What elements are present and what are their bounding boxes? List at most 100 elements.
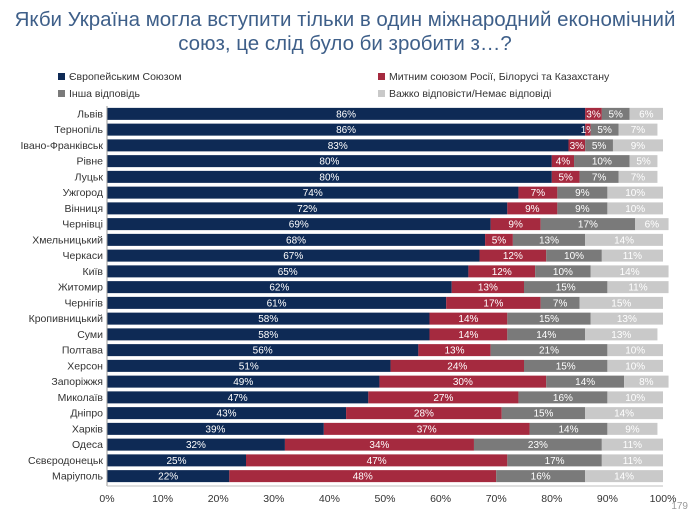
category-label: Дніпро: [70, 408, 103, 420]
bar-segment-2: [529, 422, 608, 435]
data-label-2: 14%: [536, 330, 556, 341]
data-label-2: 21%: [539, 346, 559, 357]
legend-swatch-3: [378, 90, 385, 97]
data-label-3: 10%: [625, 346, 645, 357]
bar-row: Ужгород 74% 7% 9% 10%: [63, 186, 663, 199]
bar-segment-3: [607, 281, 669, 294]
bar-segment-3: [590, 312, 663, 325]
data-label-1: 17%: [483, 298, 503, 309]
data-label-3: 10%: [625, 361, 645, 372]
data-label-2: 10%: [592, 157, 612, 168]
category-label: Рівне: [76, 156, 103, 168]
bar-row: Полтава 56% 13% 21% 10%: [62, 344, 663, 357]
data-label-0: 86%: [336, 125, 356, 136]
x-tick-label: 70%: [486, 493, 507, 505]
bar-segment-2: [524, 359, 608, 372]
bar-segment-1: [390, 359, 524, 372]
data-label-2: 10%: [553, 267, 573, 278]
bar-segment-0: [107, 407, 347, 420]
bar-segment-2: [496, 470, 586, 483]
bar-row: Маріуполь 22% 48% 16% 14%: [52, 470, 663, 483]
category-label: Луцьк: [75, 171, 104, 183]
x-tick-label: 20%: [208, 493, 229, 505]
bar-segment-3: [618, 170, 658, 183]
category-label: Сєвєродонецьк: [28, 455, 103, 467]
bar-segment-3: [612, 139, 663, 152]
bar-segment-1: [446, 296, 541, 309]
data-label-1: 3%: [586, 109, 601, 120]
bar-row: Чернігів 61% 17% 7% 15%: [64, 296, 663, 309]
bar-segment-2: [473, 438, 602, 451]
x-tick-label: 0%: [99, 493, 114, 505]
data-label-0: 56%: [253, 346, 273, 357]
bar-segment-0: [107, 312, 430, 325]
x-tick-label: 30%: [263, 493, 284, 505]
data-label-1: 30%: [453, 377, 473, 388]
data-label-0: 80%: [319, 157, 339, 168]
data-label-2: 15%: [539, 314, 559, 325]
bar-segment-1: [323, 422, 530, 435]
category-label: Полтава: [62, 345, 103, 357]
bar-segment-2: [557, 186, 608, 199]
bar-row: Харків 39% 37% 14% 9%: [72, 422, 658, 435]
data-label-1: 12%: [492, 267, 512, 278]
bar-row: Херсон 51% 24% 15% 10%: [67, 359, 663, 372]
legend: Європейським Союзом Митним союзом Росії, …: [58, 71, 610, 100]
bar-row: Вінниця 72% 9% 9% 10%: [65, 202, 663, 215]
data-label-0: 86%: [336, 109, 356, 120]
bar-segment-2: [507, 454, 602, 467]
data-label-2: 15%: [556, 361, 576, 372]
category-label: Одеса: [72, 439, 103, 451]
category-label: Суми: [77, 329, 103, 341]
data-label-0: 43%: [217, 409, 237, 420]
bar-segment-2: [579, 170, 619, 183]
bar-segment-0: [107, 344, 419, 357]
bar-row: Сєвєродонецьк 25% 47% 17% 11%: [28, 454, 663, 467]
data-label-2: 9%: [575, 188, 590, 199]
category-label: Хмельницький: [32, 234, 103, 246]
data-label-3: 7%: [631, 125, 646, 136]
bar-row: Житомир 62% 13% 15% 11%: [58, 281, 669, 294]
bar-segment-3: [601, 438, 663, 451]
legend-label-2: Інша відповідь: [69, 88, 140, 100]
bar-segment-3: [585, 470, 663, 483]
data-label-3: 10%: [625, 204, 645, 215]
data-label-3: 11%: [623, 251, 642, 262]
bar-segment-1: [485, 233, 513, 246]
data-label-3: 9%: [625, 424, 640, 435]
page-number: 179: [671, 501, 688, 512]
legend-swatch-1: [378, 73, 385, 80]
data-label-3: 14%: [614, 472, 634, 483]
bar-row: Львів 86% 3% 5% 6%: [77, 107, 663, 120]
data-label-2: 14%: [575, 377, 595, 388]
data-label-0: 83%: [328, 141, 348, 152]
bar-segment-3: [607, 422, 658, 435]
bar-segment-0: [107, 438, 285, 451]
legend-swatch-0: [58, 73, 65, 80]
data-label-1: 4%: [556, 157, 571, 168]
category-label: Харків: [72, 423, 104, 435]
bar-segment-1: [518, 186, 558, 199]
data-label-0: 80%: [319, 172, 339, 183]
data-label-0: 25%: [166, 456, 186, 467]
bar-segment-3: [607, 359, 663, 372]
bar-segment-0: [107, 233, 486, 246]
bar-segment-0: [107, 359, 391, 372]
bar-segment-0: [107, 281, 452, 294]
category-label: Херсон: [67, 360, 103, 372]
x-tick-label: 40%: [319, 493, 340, 505]
bar-segment-1: [451, 281, 524, 294]
bar-segment-0: [107, 123, 586, 136]
bar-segment-2: [518, 391, 608, 404]
data-label-2: 10%: [564, 251, 584, 262]
bar-row: Івано-Франківськ 83% 3% 5% 9%: [20, 139, 663, 152]
data-label-2: 7%: [553, 298, 568, 309]
bar-segment-0: [107, 296, 447, 309]
data-label-1: 3%: [570, 141, 585, 152]
data-label-3: 8%: [639, 377, 654, 388]
bar-row: Черкаси 67% 12% 10% 11%: [63, 249, 663, 262]
category-label: Миколаїв: [58, 392, 104, 404]
bar-segment-3: [607, 186, 663, 199]
bar-row: Дніпро 43% 28% 15% 14%: [70, 407, 663, 420]
